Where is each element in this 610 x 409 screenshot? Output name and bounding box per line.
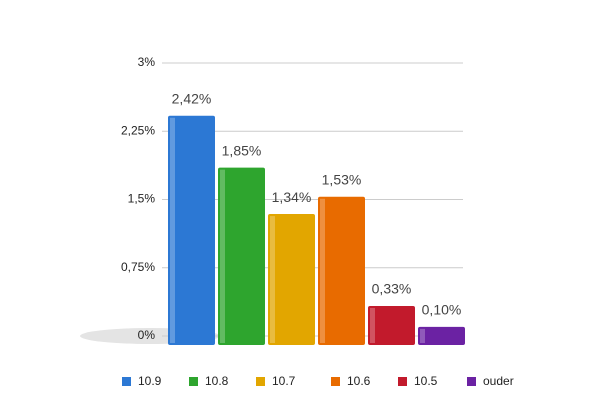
bar-shine	[370, 307, 375, 343]
bar	[268, 214, 315, 345]
legend-label: 10.9	[138, 374, 162, 388]
y-tick-label: 2,25%	[121, 123, 155, 137]
legend-swatch	[398, 377, 407, 386]
value-label: 1,85%	[222, 142, 262, 158]
legend-swatch	[256, 377, 265, 386]
legend-label: 10.6	[347, 374, 371, 388]
legend-swatch	[331, 377, 340, 386]
legend-swatch	[122, 377, 131, 386]
bar	[218, 167, 265, 345]
value-label: 1,53%	[322, 171, 362, 187]
bar-shine	[270, 216, 275, 343]
bar-shine	[320, 198, 325, 343]
bar	[318, 196, 365, 345]
legend-label: 10.8	[205, 374, 229, 388]
value-label: 0,10%	[422, 302, 462, 318]
value-label: 0,33%	[372, 281, 412, 297]
bar	[368, 305, 415, 345]
bar-shine	[170, 117, 175, 343]
legend-label: ouder	[483, 374, 514, 388]
bar-shine	[420, 328, 425, 343]
y-tick-label: 1,5%	[128, 192, 156, 206]
y-tick-label: 0%	[138, 328, 156, 342]
value-label: 2,42%	[172, 90, 212, 106]
bar	[418, 326, 465, 345]
legend-label: 10.5	[414, 374, 438, 388]
bar	[168, 115, 215, 345]
legend-swatch	[467, 377, 476, 386]
value-label: 1,34%	[272, 189, 312, 205]
legend-swatch	[189, 377, 198, 386]
y-tick-label: 3%	[138, 55, 156, 69]
legend-label: 10.7	[272, 374, 296, 388]
bar-shine	[220, 169, 225, 343]
y-tick-label: 0,75%	[121, 260, 155, 274]
